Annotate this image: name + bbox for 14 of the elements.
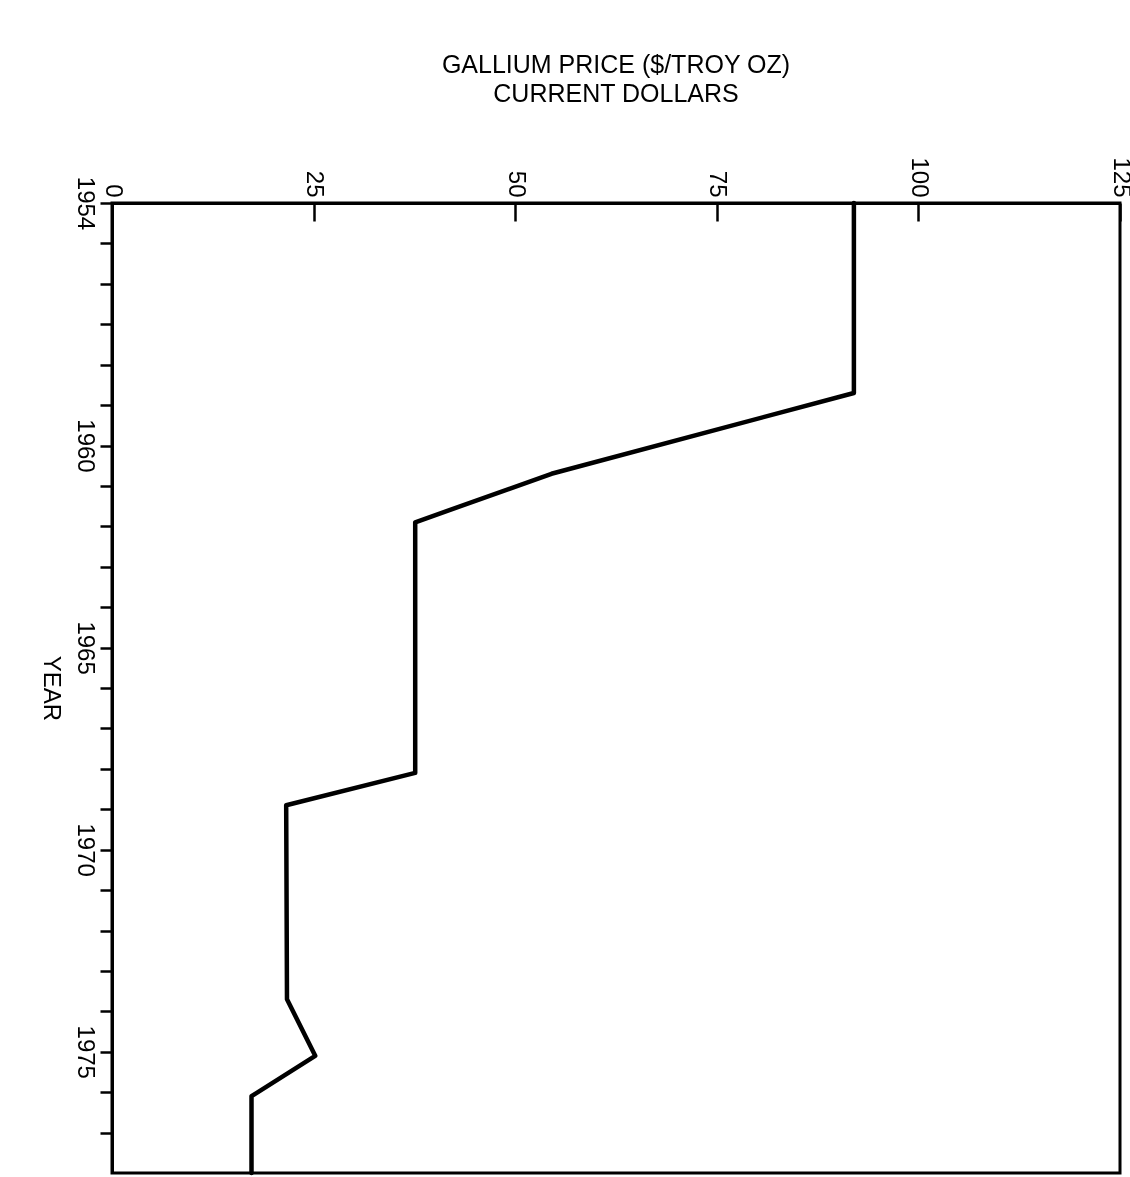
x-tick-label: 125 [1108,157,1130,198]
y-tick-label: 1975 [72,1025,100,1079]
chart-subtitle: CURRENT DOLLARS [493,78,739,107]
x-tick-label: 25 [302,170,330,198]
x-tick-label: 50 [503,170,531,198]
x-tick-label: 75 [705,170,733,198]
chart-title: GALLIUM PRICE ($/TROY OZ) [441,49,791,78]
y-axis-title: YEAR [38,655,66,722]
y-tick-label: 1960 [72,419,100,473]
y-tick-label: 1954 [72,176,100,231]
y-tick-label: 1965 [72,621,100,675]
y-tick-label: 1970 [72,823,100,877]
x-tick-label: 100 [906,157,934,198]
x-tick-label: 0 [100,184,128,198]
